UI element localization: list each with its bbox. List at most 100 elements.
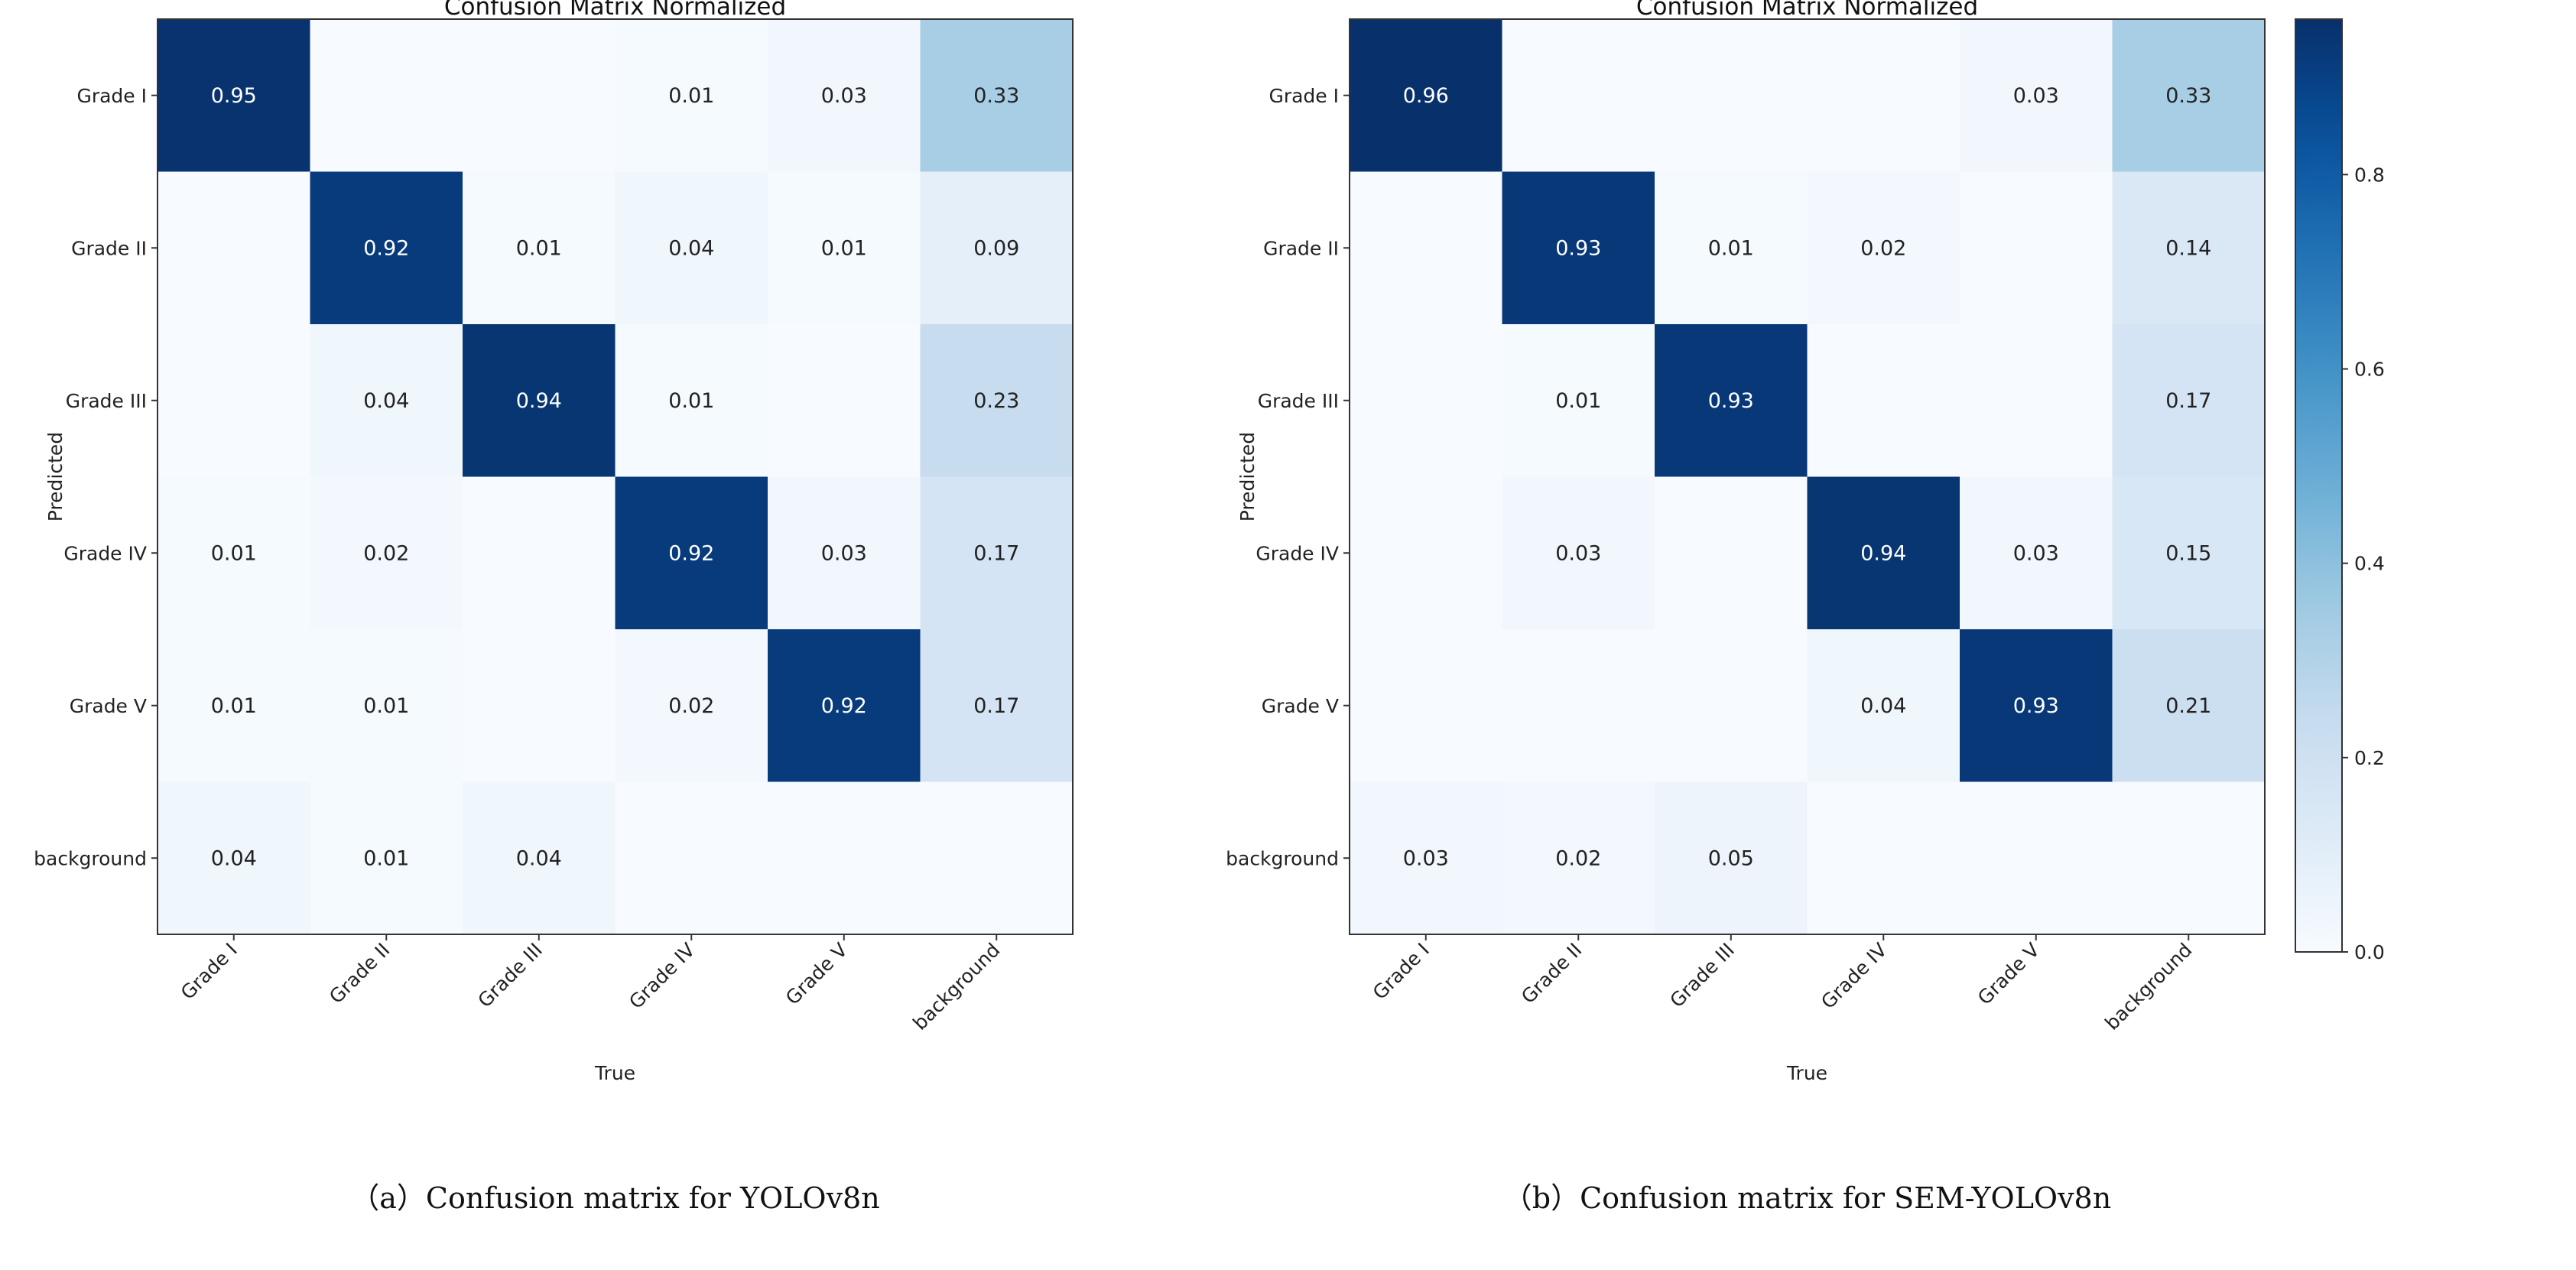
heatmap-cell — [920, 629, 1074, 783]
heatmap-cell — [463, 476, 616, 630]
heatmap-cell — [1350, 19, 1503, 173]
heatmap-cell — [2112, 171, 2266, 325]
cell-value-label: 0.03 — [1555, 541, 1601, 565]
heatmap-cell — [158, 19, 311, 173]
heatmap-cell — [1960, 324, 2113, 478]
heatmap-cell — [920, 171, 1074, 325]
heatmap-cell — [1655, 476, 1808, 630]
heatmap-cell — [1502, 19, 1655, 173]
heatmap-cell — [1350, 476, 1503, 630]
cell-value-label: 0.96 — [1403, 84, 1449, 108]
heatmap-cell — [768, 19, 921, 173]
colorbar-tick-label: 0.8 — [2354, 164, 2385, 186]
heatmap-cell — [1655, 19, 1808, 173]
heatmap-cell — [768, 171, 921, 325]
cell-value-label: 0.92 — [363, 236, 409, 260]
figure-caption: （a）Confusion matrix for YOLOv8n — [350, 1181, 879, 1215]
y-tick-label: Grade V — [70, 695, 147, 717]
colorbar-tick-label: 0.2 — [2354, 747, 2385, 769]
cell-value-label: 0.04 — [211, 846, 257, 870]
heatmap-cell — [1807, 19, 1960, 173]
heatmap-cell — [768, 629, 921, 783]
heatmap-cell — [1350, 171, 1503, 325]
chart-title: Confusion Matrix Normalized — [1636, 0, 1978, 21]
cell-value-label: 0.94 — [516, 389, 562, 413]
heatmap-cell — [2112, 324, 2266, 478]
heatmap-cell — [615, 324, 768, 478]
heatmap-cell — [920, 781, 1074, 935]
heatmap-cell — [310, 629, 463, 783]
heatmap-cell — [1807, 629, 1960, 783]
heatmap-cell — [920, 476, 1074, 630]
cell-value-label: 0.33 — [2165, 84, 2211, 108]
cell-value-label: 0.03 — [2013, 84, 2059, 108]
heatmap-cell — [1655, 781, 1808, 935]
cell-value-label: 0.09 — [973, 236, 1019, 260]
cell-value-label: 0.01 — [668, 389, 714, 413]
heatmap-cell — [158, 324, 311, 478]
heatmap-cell — [1960, 171, 2113, 325]
cell-value-label: 0.33 — [973, 84, 1019, 108]
x-tick-label: background — [908, 939, 1004, 1035]
cell-value-label: 0.17 — [2165, 389, 2211, 413]
y-tick-label: background — [1226, 847, 1339, 869]
cell-value-label: 0.23 — [973, 389, 1019, 413]
heatmap-cell — [158, 171, 311, 325]
x-tick-label: Grade V — [781, 939, 852, 1009]
x-tick-label: background — [2100, 939, 2196, 1035]
colorbar: 0.0 0.2 0.4 0.6 0.8 — [2295, 18, 2385, 963]
y-tick-label: Grade IV — [1256, 542, 1339, 564]
cell-value-label: 0.02 — [668, 694, 714, 718]
colorbar-frame — [2295, 18, 2343, 953]
heatmap-cell — [1502, 476, 1655, 630]
heatmap-cell — [1655, 171, 1808, 325]
heatmap-cell — [1350, 324, 1503, 478]
cell-value-label: 0.01 — [211, 541, 257, 565]
colorbar-gradient — [2295, 19, 2342, 952]
cell-value-label: 0.01 — [516, 236, 562, 260]
heatmap-cell — [1502, 171, 1655, 325]
cell-value-label: 0.92 — [821, 694, 867, 718]
heatmap-cell — [615, 19, 768, 173]
cell-value-label: 0.93 — [2013, 694, 2059, 718]
heatmap-cell — [768, 324, 921, 478]
heatmap-cell — [920, 324, 1074, 478]
cell-value-label: 0.03 — [2013, 541, 2059, 565]
confusion-matrix-sem-yolov8n: 0.96 0.03 0.33 0.93 0.01 0.02 0.14 0.01 0.93 0.17… — [1226, 0, 2266, 1215]
y-tick-label: Grade V — [1262, 695, 1339, 717]
cell-value-label: 0.01 — [1708, 236, 1754, 260]
heatmap-cell — [158, 476, 311, 630]
y-tick-label: Grade III — [66, 390, 147, 412]
plot-frame — [1349, 18, 2266, 935]
heatmap-cell — [2112, 476, 2266, 630]
x-tick-label: Grade I — [1369, 939, 1434, 1004]
heatmap-cell — [1960, 19, 2113, 173]
y-tick-label: Grade I — [76, 85, 147, 107]
x-tick-label: Grade IV — [1817, 939, 1891, 1013]
heatmap-cell — [1960, 629, 2113, 783]
x-tick-label: Grade IV — [625, 939, 699, 1013]
heatmap-cell — [1502, 781, 1655, 935]
heatmap-cell — [1655, 324, 1808, 478]
cell-value-label: 0.93 — [1708, 389, 1754, 413]
heatmap-cell — [463, 19, 616, 173]
cell-value-label: 0.95 — [211, 84, 257, 108]
cell-value-label: 0.02 — [1555, 846, 1601, 870]
cell-value-label: 0.21 — [2165, 694, 2211, 718]
cell-value-label: 0.01 — [1555, 389, 1601, 413]
heatmap-cell — [768, 476, 921, 630]
heatmap-cell — [158, 781, 311, 935]
heatmap-cell — [463, 629, 616, 783]
cell-value-label: 0.15 — [2165, 541, 2211, 565]
cell-value-label: 0.03 — [821, 84, 867, 108]
heatmap-cell — [615, 171, 768, 325]
y-tick-label: Grade I — [1269, 85, 1339, 107]
y-axis-label: Predicted — [1236, 432, 1259, 521]
heatmap-cell — [920, 19, 1074, 173]
cell-value-label: 0.02 — [1860, 236, 1906, 260]
cell-value-label: 0.04 — [363, 389, 409, 413]
heatmap-cell — [310, 476, 463, 630]
cell-value-label: 0.04 — [668, 236, 714, 260]
cell-value-label: 0.14 — [2165, 236, 2211, 260]
